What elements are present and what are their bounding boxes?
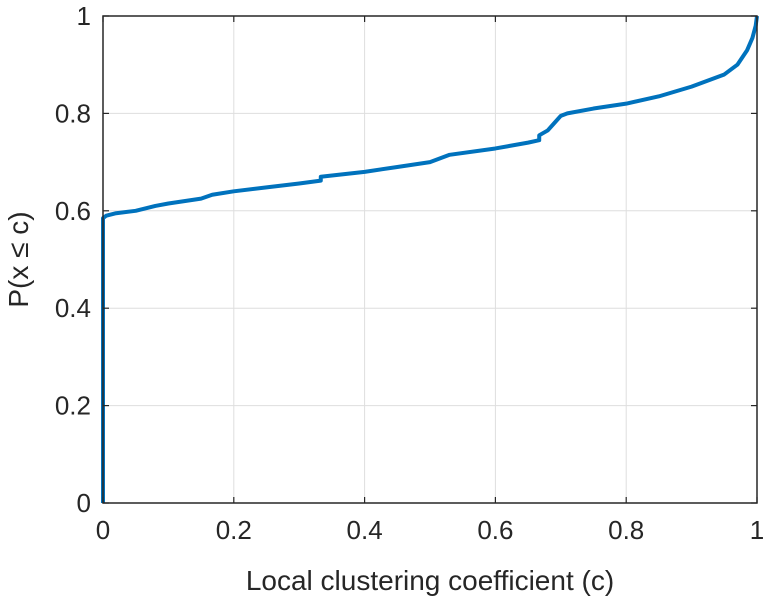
x-tick-label: 0.4 bbox=[347, 515, 383, 545]
y-tick-label: 0.4 bbox=[55, 293, 91, 323]
x-tick-labels: 0 0.2 0.4 0.6 0.8 1 bbox=[96, 515, 764, 545]
y-tick-labels: 0 0.2 0.4 0.6 0.8 1 bbox=[55, 1, 91, 518]
x-tick-label: 0.2 bbox=[216, 515, 252, 545]
y-tick-label: 0.6 bbox=[55, 196, 91, 226]
tick-marks bbox=[102, 15, 758, 504]
cdf-series-line bbox=[101, 15, 759, 503]
grid-lines bbox=[103, 16, 757, 503]
y-tick-label: 0 bbox=[77, 488, 91, 518]
x-tick-label: 0 bbox=[96, 515, 110, 545]
y-axis-label: P(x ≤ c) bbox=[3, 211, 34, 307]
x-tick-label: 0.6 bbox=[477, 515, 513, 545]
series-layer bbox=[101, 15, 759, 503]
plot-area-box bbox=[102, 15, 758, 504]
y-tick-label: 0.2 bbox=[55, 391, 91, 421]
x-tick-label: 1 bbox=[750, 515, 764, 545]
y-tick-label: 1 bbox=[77, 1, 91, 31]
x-axis-label: Local clustering coefficient (c) bbox=[246, 565, 614, 596]
x-tick-label: 0.8 bbox=[608, 515, 644, 545]
y-tick-label: 0.8 bbox=[55, 98, 91, 128]
